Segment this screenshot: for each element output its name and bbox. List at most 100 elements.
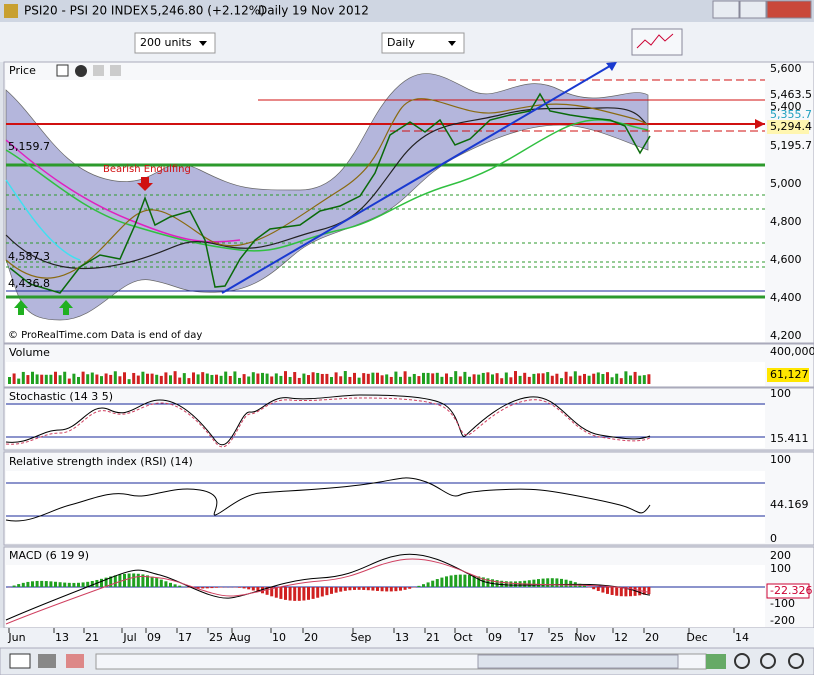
price-series — [9, 92, 651, 294]
volume-bar — [104, 373, 108, 384]
volume-bar — [44, 374, 48, 384]
volume-bar — [201, 372, 205, 384]
macd-bar — [615, 587, 619, 596]
tool-button[interactable] — [706, 654, 726, 669]
macd-bar — [21, 582, 25, 587]
macd-bar — [67, 582, 71, 587]
zoom-out-button[interactable] — [760, 653, 776, 669]
left-label: 5,159.7 — [8, 140, 50, 153]
volume-bar — [8, 377, 11, 384]
panel-button[interactable] — [56, 64, 69, 77]
macd-bar — [247, 587, 251, 590]
macd-bar — [642, 587, 646, 595]
x-tick-label: 17 — [178, 631, 192, 644]
macd-bar — [146, 575, 149, 587]
zoom-in-button[interactable] — [788, 653, 804, 669]
macd-bar — [164, 581, 168, 587]
volume-bar — [514, 371, 517, 384]
volume-bar — [412, 373, 416, 384]
macd-bar — [537, 579, 540, 587]
panel-button[interactable] — [110, 65, 121, 76]
volume-bar — [251, 372, 255, 384]
volume-bar — [274, 373, 278, 384]
volume-bar — [178, 377, 182, 384]
macd-bar — [17, 584, 21, 587]
x-tick-label: 09 — [147, 631, 161, 644]
macd-bar — [284, 587, 287, 600]
volume-bar — [31, 371, 34, 384]
macd-bar — [118, 574, 122, 587]
macd-bar — [440, 577, 444, 587]
macd-bar — [113, 575, 117, 587]
x-tick-label: 10 — [272, 631, 286, 644]
moving-average — [5, 98, 649, 279]
signal-line — [5, 397, 651, 448]
volume-bar — [58, 375, 62, 384]
x-tick-label: 09 — [488, 631, 502, 644]
volume-bar — [224, 371, 228, 384]
macd-bar — [546, 578, 550, 587]
rsi-line — [5, 477, 651, 522]
volume-bar — [63, 371, 67, 384]
macd-bar — [297, 587, 301, 601]
volume-bar — [219, 375, 223, 384]
arrow — [606, 62, 617, 71]
volume-bar — [311, 372, 315, 384]
volume-bar — [399, 376, 402, 384]
macd-bar — [463, 574, 467, 587]
panel-close[interactable] — [75, 65, 87, 77]
dropdown-arrow — [199, 41, 207, 46]
volume-bar — [532, 373, 536, 384]
mail-button[interactable] — [9, 653, 31, 669]
scroll-thumb[interactable] — [477, 654, 679, 669]
timeframe-select[interactable] — [381, 32, 465, 54]
volume-bar — [256, 373, 260, 384]
rsi-plot — [6, 471, 765, 543]
macd-bar — [647, 587, 651, 595]
zoom-fit-button[interactable] — [734, 653, 750, 669]
volume-bar — [81, 371, 85, 384]
panel-title: Price — [9, 64, 36, 77]
signal-arrow — [59, 300, 73, 315]
volume-bar — [592, 373, 596, 384]
left-label: 4,436.8 — [8, 277, 50, 290]
print-button[interactable] — [38, 654, 56, 668]
minimize-button[interactable] — [712, 0, 740, 19]
volume-bar — [642, 375, 646, 384]
volume-bar — [247, 376, 251, 384]
chart-style-button[interactable] — [631, 28, 683, 56]
axis-label: 5,600 — [770, 62, 802, 75]
volume-bar — [560, 378, 563, 384]
x-axis — [0, 628, 814, 648]
macd-bar — [63, 582, 67, 587]
volume-bar — [159, 375, 163, 384]
pattern-label: Bearish Engulfing — [103, 164, 191, 175]
volume-bar — [500, 378, 504, 384]
macd-bar — [136, 573, 140, 587]
maximize-button[interactable] — [739, 0, 767, 19]
macd-bar — [150, 576, 154, 587]
macd-bar — [54, 581, 57, 587]
volume-bar — [504, 372, 508, 384]
macd-bar — [550, 578, 554, 587]
macd-bar — [343, 587, 347, 591]
volume-bar — [596, 372, 600, 384]
panel-button[interactable] — [93, 65, 104, 76]
volume-bar — [422, 372, 425, 384]
copyright: © ProRealTime.com Data is end of day — [8, 330, 202, 341]
macd-bar — [601, 587, 605, 593]
volume-bar — [527, 376, 531, 384]
macd-bar — [238, 587, 241, 588]
volume-bar — [546, 372, 550, 384]
axis-label: 200 — [770, 549, 791, 562]
volume-bar — [578, 375, 582, 384]
volume-bar — [146, 373, 149, 384]
volume-bar — [228, 376, 232, 384]
units-select[interactable] — [134, 32, 216, 54]
volume-bar — [40, 374, 44, 384]
close-button[interactable] — [766, 0, 812, 19]
value-box — [767, 368, 809, 382]
volume-bar — [348, 376, 352, 384]
tool-button[interactable] — [66, 654, 84, 668]
volume-bar — [330, 377, 333, 384]
